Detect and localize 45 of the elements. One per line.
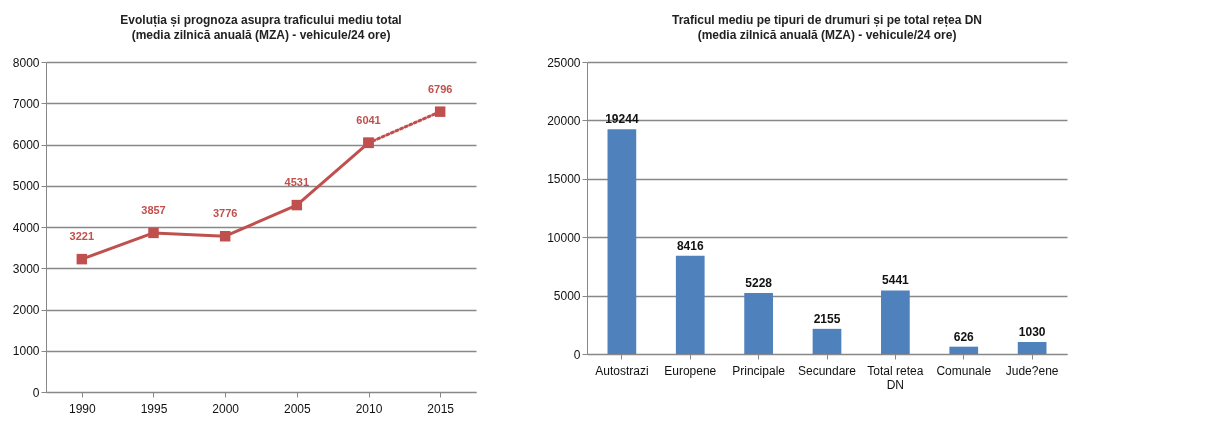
y-tick-label: 4000 xyxy=(12,220,40,235)
y-tick-label: 20000 xyxy=(547,113,581,128)
data-label: 8416 xyxy=(676,238,704,253)
data-label: 19244 xyxy=(605,112,639,127)
data-label: 5441 xyxy=(882,273,910,288)
x-tick-label: Jude?ene xyxy=(1005,363,1059,378)
data-label: 4531 xyxy=(284,176,310,189)
x-tick-label: 1995 xyxy=(140,401,168,416)
y-tick-label: 0 xyxy=(32,385,40,400)
x-tick-label: Total retea DN xyxy=(867,363,924,392)
y-tick-label: 15000 xyxy=(547,172,581,187)
data-label: 3221 xyxy=(69,230,95,243)
data-label: 2155 xyxy=(813,311,841,326)
y-tick-label: 5000 xyxy=(553,289,581,304)
data-label: 626 xyxy=(953,329,975,344)
chart-subtitle: (media zilnică anuală (MZA) - vehicule/24 ore) xyxy=(697,28,957,42)
data-label: 3857 xyxy=(141,203,166,216)
x-tick-label: Comunale xyxy=(936,363,992,378)
y-tick-label: 0 xyxy=(573,347,581,362)
chart-title: Traficul mediu pe tipuri de drumuri și pe total rețea DN xyxy=(671,13,983,27)
data-label: 3776 xyxy=(212,207,238,220)
y-tick-label: 5000 xyxy=(12,179,40,194)
y-tick-label: 25000 xyxy=(547,55,581,70)
chart-title: Evoluția și prognoza asupra traficului mediu total xyxy=(120,13,402,27)
x-tick-label: Principale xyxy=(732,363,786,378)
x-tick-label: 2005 xyxy=(283,401,311,416)
y-tick-label: 1000 xyxy=(12,344,40,359)
y-tick-label: 3000 xyxy=(12,261,40,276)
data-label: 5228 xyxy=(745,275,773,290)
y-tick-label: 7000 xyxy=(12,96,40,111)
x-tick-label: 2015 xyxy=(427,401,455,416)
y-tick-label: 6000 xyxy=(12,138,40,152)
x-tick-label: 2010 xyxy=(355,401,383,416)
y-tick-label: 10000 xyxy=(547,230,581,245)
chart-subtitle: (media zilnică anuală (MZA) - vehicule/24 ore) xyxy=(131,28,391,42)
data-label: 1030 xyxy=(1018,324,1046,339)
data-label: 6796 xyxy=(427,82,453,95)
x-tick-label: Autostrazi xyxy=(595,363,649,378)
data-label: 6041 xyxy=(356,113,381,126)
y-tick-label: 8000 xyxy=(12,55,40,70)
x-tick-label: Secundare xyxy=(797,363,857,378)
y-tick-label: 2000 xyxy=(12,303,40,317)
x-tick-label: Europene xyxy=(664,363,717,378)
x-tick-label: 2000 xyxy=(212,401,240,416)
x-tick-label: 1990 xyxy=(68,401,96,416)
